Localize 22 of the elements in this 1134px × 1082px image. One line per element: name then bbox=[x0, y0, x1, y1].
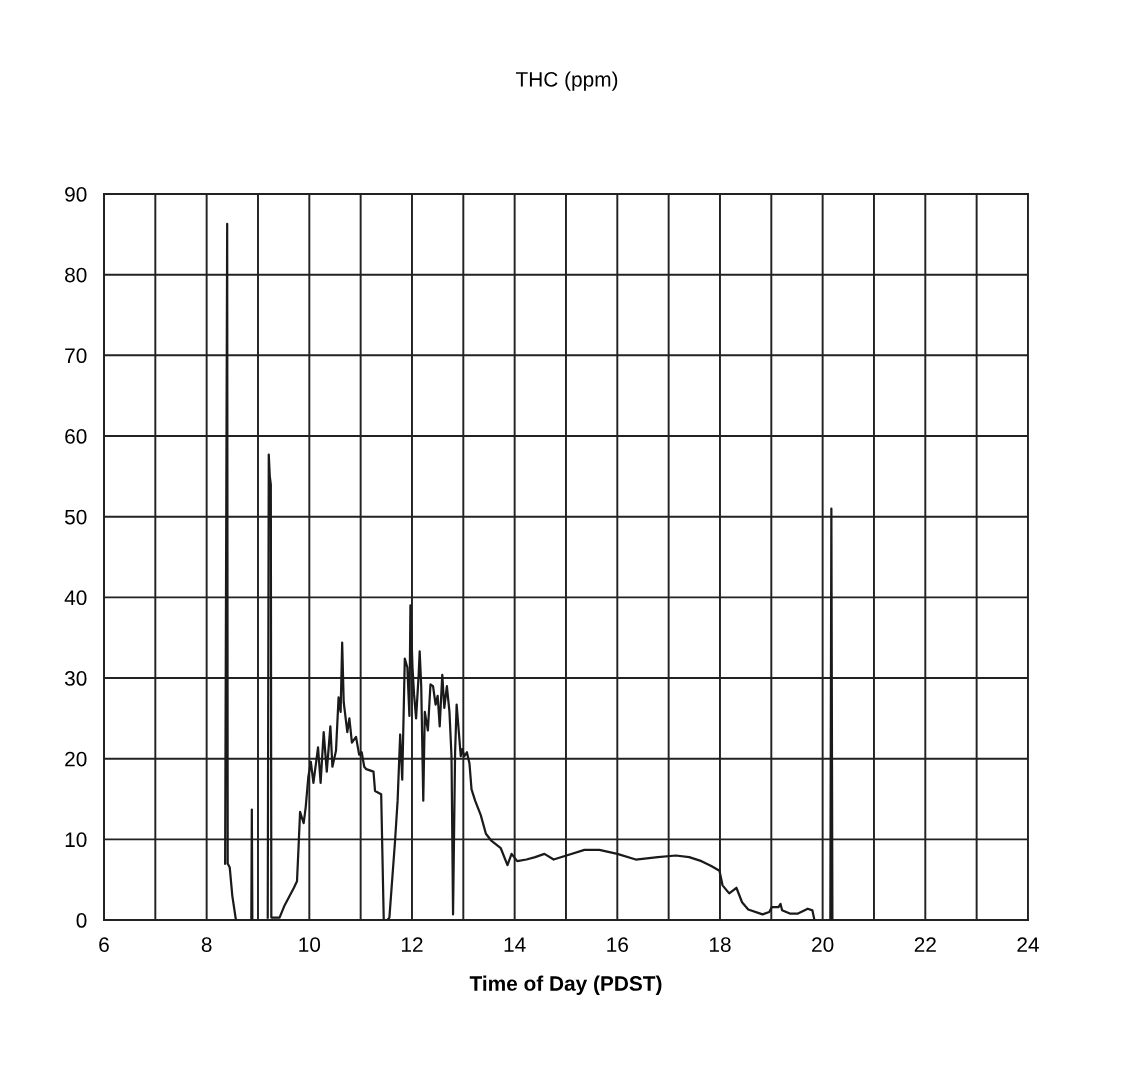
y-tick-label: 20 bbox=[65, 751, 87, 767]
x-tick-label: 8 bbox=[201, 937, 212, 952]
x-tick-label: 16 bbox=[607, 937, 628, 952]
y-tick-label: 90 bbox=[65, 187, 87, 202]
x-tick-label: 18 bbox=[709, 937, 731, 952]
x-tick-label: 22 bbox=[914, 937, 936, 952]
x-tick-label: 10 bbox=[299, 937, 321, 952]
x-tick-label: 24 bbox=[1017, 937, 1039, 952]
y-tick-label: 30 bbox=[64, 671, 87, 686]
x-tick-label: 12 bbox=[401, 937, 423, 952]
x-tick-label: 6 bbox=[99, 937, 109, 952]
y-tick-label: 10 bbox=[65, 832, 87, 848]
y-tick-label: 70 bbox=[65, 348, 87, 364]
y-tick-label: 80 bbox=[65, 267, 87, 283]
x-tick-label: 14 bbox=[504, 937, 526, 952]
chart-title: THC (ppm) bbox=[515, 71, 618, 91]
y-tick-label: 0 bbox=[76, 913, 87, 928]
x-axis-title: Time of Day (PDST) bbox=[469, 975, 662, 995]
x-tick-label: 20 bbox=[812, 937, 834, 952]
y-tick-label: 50 bbox=[64, 509, 87, 525]
y-tick-label: 40 bbox=[64, 590, 87, 606]
y-tick-label: 60 bbox=[65, 429, 87, 444]
